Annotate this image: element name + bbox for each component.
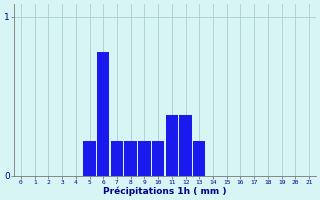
- Bar: [166, 115, 178, 176]
- Bar: [152, 141, 164, 176]
- Bar: [83, 141, 96, 176]
- Bar: [97, 52, 109, 176]
- Bar: [193, 141, 205, 176]
- Bar: [138, 141, 150, 176]
- Bar: [111, 141, 123, 176]
- Bar: [124, 141, 137, 176]
- Bar: [180, 115, 192, 176]
- X-axis label: Précipitations 1h ( mm ): Précipitations 1h ( mm ): [103, 186, 227, 196]
